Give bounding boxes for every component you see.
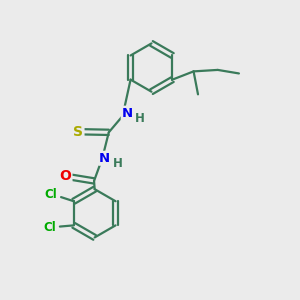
Text: Cl: Cl xyxy=(44,188,57,201)
Text: N: N xyxy=(122,107,133,120)
Text: H: H xyxy=(135,112,145,125)
Text: Cl: Cl xyxy=(43,221,56,234)
Text: S: S xyxy=(74,125,83,139)
Text: O: O xyxy=(60,169,71,184)
Text: H: H xyxy=(113,157,122,170)
Text: N: N xyxy=(99,152,110,165)
